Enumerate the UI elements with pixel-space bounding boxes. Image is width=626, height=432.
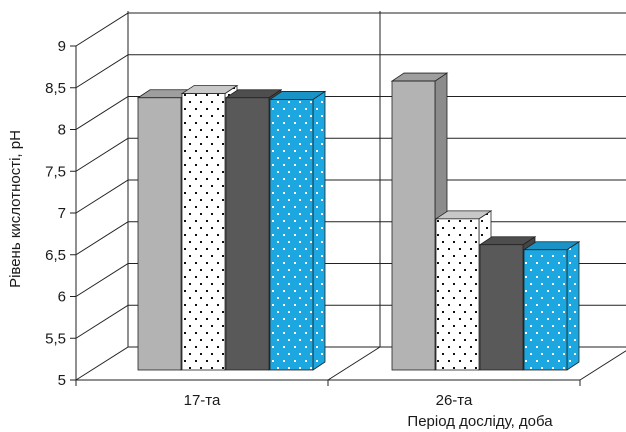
floor-edge	[579, 350, 626, 381]
y-tick-label: 7,5	[45, 163, 66, 180]
y-axis-title: Рівень кислотності, pH	[7, 130, 24, 288]
gridline-side	[75, 137, 129, 172]
y-tick-labels: 5 5,5 6 6,5 7 7,5 8 8,5 9	[45, 38, 76, 389]
bars	[136, 72, 581, 371]
y-tick-label: 9	[58, 38, 66, 55]
bar	[434, 210, 493, 371]
gridline-side	[75, 96, 129, 130]
gridline-side	[75, 263, 129, 297]
gridline-side	[75, 54, 129, 89]
bar	[522, 240, 581, 371]
bar-front	[225, 97, 270, 371]
bar-front	[523, 249, 568, 371]
bar-front	[269, 99, 314, 371]
y-tick-label: 8,5	[45, 80, 66, 97]
bar-front	[479, 244, 524, 371]
bar	[268, 90, 327, 371]
floor-divider	[327, 346, 381, 381]
y-tick-label: 5	[58, 372, 66, 389]
y-tick-label: 7	[58, 205, 66, 222]
x-tick-label: 26-та	[436, 392, 473, 409]
x-axis-title: Період досліду, доба	[407, 413, 553, 430]
gridline-side	[75, 346, 129, 381]
y-tick-label: 6,5	[45, 247, 66, 264]
category-labels: 17-та 26-та	[184, 392, 473, 409]
bar-front	[181, 93, 226, 371]
y-tick-label: 5,5	[45, 330, 66, 347]
gridline-side	[75, 12, 129, 47]
bar	[224, 89, 283, 371]
bar-front	[137, 97, 182, 371]
gridline-side	[75, 221, 129, 256]
gridline-side	[75, 179, 129, 214]
bar-front	[435, 218, 480, 371]
bar	[478, 235, 537, 371]
y-tick-label: 8	[58, 122, 66, 139]
gridline-side	[75, 304, 129, 339]
bar-side	[312, 90, 326, 371]
y-tick-label: 6	[58, 289, 66, 306]
bar-front	[391, 80, 436, 371]
bar-side	[566, 240, 580, 371]
x-tick-label: 17-та	[184, 392, 221, 409]
